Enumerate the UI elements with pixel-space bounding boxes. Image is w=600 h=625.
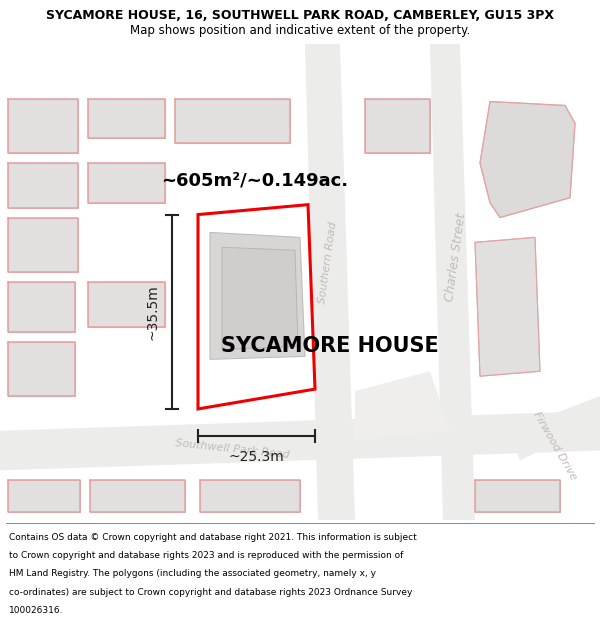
Polygon shape [305, 44, 355, 520]
Polygon shape [200, 481, 300, 512]
Polygon shape [480, 101, 575, 218]
Text: SYCAMORE HOUSE: SYCAMORE HOUSE [221, 336, 439, 356]
Polygon shape [430, 44, 475, 520]
Text: HM Land Registry. The polygons (including the associated geometry, namely x, y: HM Land Registry. The polygons (includin… [9, 569, 376, 578]
Polygon shape [8, 481, 80, 512]
Text: to Crown copyright and database rights 2023 and is reproduced with the permissio: to Crown copyright and database rights 2… [9, 551, 403, 560]
Polygon shape [8, 341, 75, 396]
Polygon shape [8, 163, 78, 208]
Text: Southwell Park Road: Southwell Park Road [175, 438, 290, 459]
Text: Southern Road: Southern Road [317, 221, 339, 304]
Polygon shape [222, 248, 298, 349]
Text: ~25.3m: ~25.3m [229, 449, 284, 464]
Polygon shape [90, 481, 185, 512]
Polygon shape [8, 282, 75, 332]
Text: Map shows position and indicative extent of the property.: Map shows position and indicative extent… [130, 24, 470, 38]
Polygon shape [8, 217, 78, 272]
Text: 100026316.: 100026316. [9, 606, 64, 615]
Polygon shape [365, 99, 430, 153]
Text: ~35.5m: ~35.5m [146, 284, 160, 339]
Polygon shape [175, 99, 290, 143]
Text: ~605m²/~0.149ac.: ~605m²/~0.149ac. [161, 172, 349, 190]
Text: Charles Street: Charles Street [443, 212, 469, 302]
Text: Firwood Drive: Firwood Drive [532, 409, 578, 482]
Polygon shape [475, 238, 540, 376]
Polygon shape [475, 481, 560, 512]
Polygon shape [8, 99, 78, 153]
Polygon shape [88, 99, 165, 138]
Polygon shape [88, 163, 165, 202]
Text: SYCAMORE HOUSE, 16, SOUTHWELL PARK ROAD, CAMBERLEY, GU15 3PX: SYCAMORE HOUSE, 16, SOUTHWELL PARK ROAD,… [46, 9, 554, 22]
Polygon shape [210, 232, 305, 359]
Polygon shape [88, 282, 165, 327]
Polygon shape [355, 371, 450, 441]
Polygon shape [510, 396, 600, 461]
Polygon shape [0, 411, 600, 471]
Text: co-ordinates) are subject to Crown copyright and database rights 2023 Ordnance S: co-ordinates) are subject to Crown copyr… [9, 588, 412, 597]
Text: Contains OS data © Crown copyright and database right 2021. This information is : Contains OS data © Crown copyright and d… [9, 532, 417, 542]
